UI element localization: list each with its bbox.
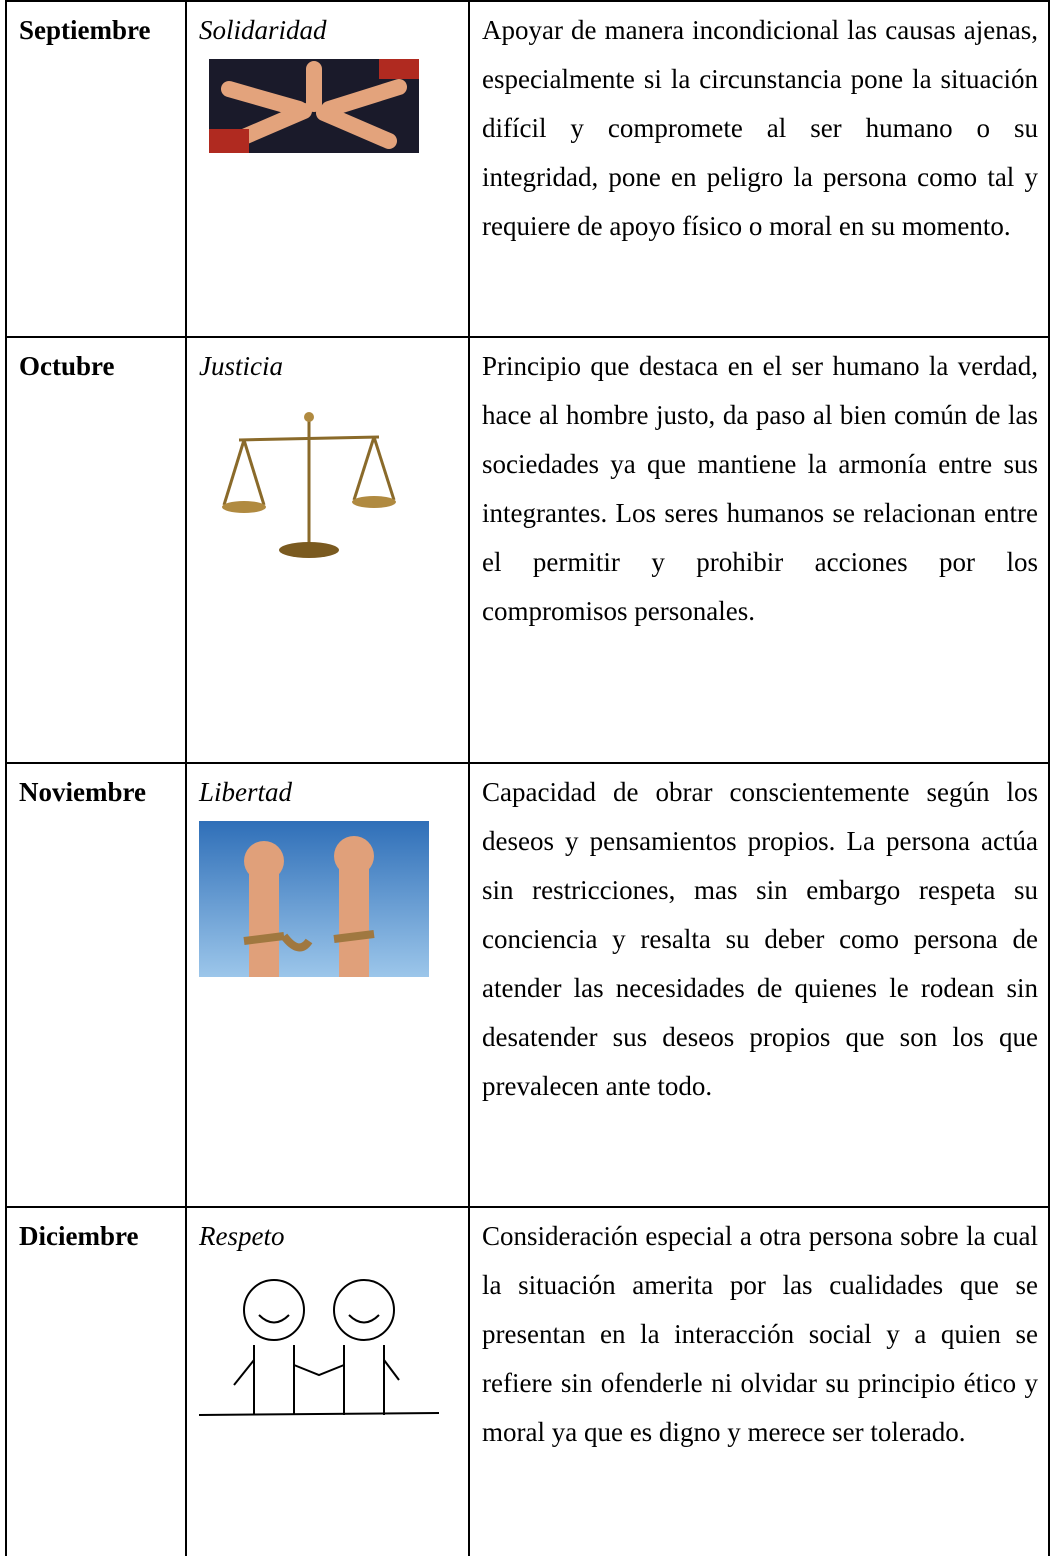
- month: Noviembre: [5, 762, 187, 1208]
- value-cell: Justicia: [185, 336, 470, 764]
- value-cell: Solidaridad: [185, 0, 470, 338]
- image-freedom: [199, 821, 429, 977]
- table-row: Octubre Justicia Principio que destaca e…: [5, 336, 1050, 764]
- description: Principio que destaca en el ser humano l…: [468, 336, 1050, 764]
- values-table: Septiembre Solidaridad Apoyar de manera …: [5, 0, 1050, 1556]
- month: Septiembre: [5, 0, 187, 338]
- table-row: Noviembre Libertad Capacidad de obrar co…: [5, 762, 1050, 1208]
- description: Apoyar de manera incondicional las causa…: [468, 0, 1050, 338]
- value-name: Respeto: [199, 1221, 285, 1251]
- value-name: Solidaridad: [199, 15, 327, 45]
- table-row: Diciembre Respeto Consideración especial…: [5, 1206, 1050, 1556]
- month: Diciembre: [5, 1206, 187, 1556]
- value-name: Libertad: [199, 777, 293, 807]
- image-hands: [209, 59, 419, 153]
- image-scales: [222, 412, 396, 558]
- value-name: Justicia: [199, 351, 283, 381]
- description: Consideración especial a otra persona so…: [468, 1206, 1050, 1556]
- table-row: Septiembre Solidaridad Apoyar de manera …: [5, 0, 1050, 338]
- value-cell: Libertad: [185, 762, 470, 1208]
- month: Octubre: [5, 336, 187, 764]
- description: Capacidad de obrar conscientemente según…: [468, 762, 1050, 1208]
- image-handshake: [199, 1279, 439, 1416]
- value-cell: Respeto: [185, 1206, 470, 1556]
